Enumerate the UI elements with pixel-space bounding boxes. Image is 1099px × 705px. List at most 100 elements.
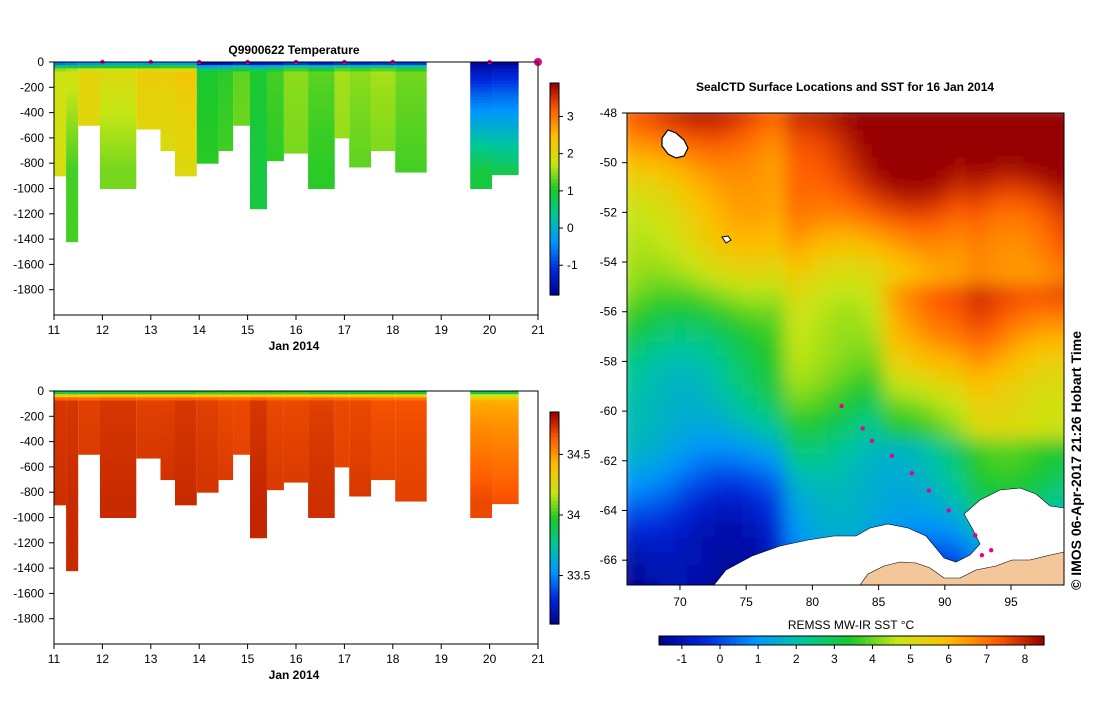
sst-cell bbox=[701, 551, 716, 566]
section-cell bbox=[66, 179, 79, 183]
section-cell bbox=[196, 84, 219, 88]
sst-cell bbox=[631, 215, 646, 230]
section-cell bbox=[160, 422, 175, 427]
section-cell bbox=[371, 118, 396, 123]
section-cell bbox=[395, 413, 427, 417]
colorbar-segment bbox=[550, 234, 559, 240]
section-cell bbox=[78, 391, 100, 395]
sst-cell bbox=[729, 201, 744, 216]
section-cell bbox=[78, 435, 100, 439]
sst-cell bbox=[673, 285, 688, 300]
colorbar-segment bbox=[550, 210, 559, 215]
section-cell bbox=[308, 128, 335, 133]
section-cell bbox=[349, 128, 372, 133]
colorbar-segment bbox=[550, 174, 559, 179]
sst-cell bbox=[673, 215, 688, 230]
sst-cell bbox=[841, 341, 856, 356]
colorbar-segment bbox=[550, 454, 559, 459]
sst-cell bbox=[953, 523, 968, 538]
section-cell bbox=[54, 444, 67, 449]
section-cell bbox=[371, 460, 396, 465]
sst-cell bbox=[701, 173, 716, 188]
section-cell bbox=[283, 96, 309, 101]
sst-cell bbox=[673, 467, 688, 482]
sst-cell bbox=[627, 411, 632, 426]
section-cell bbox=[266, 447, 284, 452]
sst-cell bbox=[743, 467, 758, 482]
sst-cell bbox=[645, 397, 660, 412]
colorbar-segment bbox=[550, 171, 559, 176]
section-cell bbox=[136, 444, 161, 449]
sst-cell bbox=[673, 425, 688, 440]
section-cell bbox=[233, 118, 251, 123]
sst-cell bbox=[841, 593, 856, 608]
section-cell bbox=[66, 397, 79, 401]
sst-cell bbox=[771, 113, 786, 118]
colorbar-segment bbox=[1034, 636, 1040, 645]
sst-cell bbox=[673, 229, 688, 244]
sst-cell bbox=[841, 453, 856, 468]
temperature-section-panel: Q9900622 Temperature 11 12 13 14 15 16 17 18 19 2… bbox=[13, 43, 578, 353]
sst-cell bbox=[627, 113, 632, 118]
section-cell bbox=[99, 128, 137, 133]
section-cell bbox=[160, 141, 175, 145]
sst-cell bbox=[631, 285, 646, 300]
section-cell bbox=[349, 118, 372, 123]
sst-cell bbox=[1051, 439, 1064, 454]
x-tick-label: 21 bbox=[531, 652, 545, 666]
salinity-y-axis: 0-200-400-600-800-1000-1200-1400-1600-18… bbox=[13, 384, 54, 626]
section-cell bbox=[266, 470, 284, 474]
sst-cell bbox=[981, 271, 996, 286]
section-cell bbox=[250, 523, 267, 528]
sst-cell bbox=[659, 229, 674, 244]
colorbar-segment bbox=[856, 636, 862, 645]
sst-cell bbox=[771, 341, 786, 356]
colorbar-segment bbox=[550, 139, 559, 144]
sst-cell bbox=[841, 495, 856, 510]
section-cell bbox=[395, 156, 427, 161]
sst-cell bbox=[939, 215, 954, 230]
section-cell bbox=[196, 90, 219, 95]
sst-cell bbox=[729, 257, 744, 272]
sst-cell bbox=[841, 481, 856, 496]
section-cell bbox=[54, 93, 67, 98]
sst-cell bbox=[757, 187, 772, 202]
sst-cell bbox=[1009, 439, 1024, 454]
section-cell bbox=[395, 122, 427, 126]
section-cell bbox=[54, 476, 67, 481]
section-cell bbox=[395, 466, 427, 471]
sst-cell bbox=[659, 453, 674, 468]
section-cell bbox=[334, 71, 350, 76]
section-cell bbox=[66, 498, 79, 503]
sst-cell bbox=[869, 369, 884, 384]
section-cell bbox=[66, 479, 79, 484]
sst-cell bbox=[799, 117, 814, 132]
sst-cell bbox=[981, 299, 996, 314]
colorbar-segment bbox=[550, 489, 559, 494]
section-cell bbox=[233, 400, 251, 405]
section-cell bbox=[175, 394, 197, 398]
sst-cell bbox=[967, 285, 982, 300]
sst-cell bbox=[631, 229, 646, 244]
section-cell bbox=[66, 476, 79, 481]
surface-location-point bbox=[979, 552, 985, 558]
section-cell bbox=[371, 441, 396, 446]
section-cell bbox=[99, 476, 137, 481]
section-cell bbox=[395, 416, 427, 420]
sst-cell bbox=[869, 355, 884, 370]
sst-cell bbox=[757, 509, 772, 524]
section-cell bbox=[196, 473, 219, 477]
section-cell bbox=[349, 125, 372, 129]
sst-cell bbox=[995, 383, 1010, 398]
section-cell bbox=[266, 144, 284, 148]
sst-cell bbox=[729, 383, 744, 398]
section-cell bbox=[470, 90, 493, 95]
section-cell bbox=[308, 99, 335, 104]
section-cell bbox=[266, 147, 284, 152]
sst-cell bbox=[645, 215, 660, 230]
section-cell bbox=[218, 400, 234, 405]
sst-cell bbox=[925, 257, 940, 272]
y-tick-label: -1000 bbox=[13, 182, 44, 196]
section-cell bbox=[66, 137, 79, 142]
section-cell bbox=[66, 508, 79, 512]
